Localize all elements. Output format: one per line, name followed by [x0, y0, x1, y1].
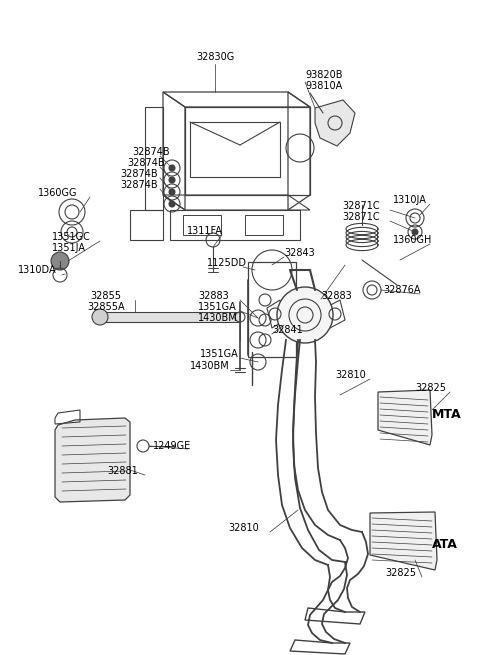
Circle shape [412, 229, 418, 235]
Text: 1360GG: 1360GG [38, 188, 77, 198]
Text: 32874B: 32874B [127, 158, 165, 168]
Polygon shape [55, 418, 130, 502]
Text: 32874B: 32874B [120, 169, 157, 179]
Text: 32855: 32855 [90, 291, 121, 301]
Text: 1351GC: 1351GC [52, 232, 91, 242]
Bar [190, 122, 280, 177]
Text: 32855A: 32855A [87, 302, 125, 312]
Text: 32810: 32810 [228, 523, 259, 533]
Text: ATA: ATA [432, 538, 458, 552]
Text: 32874B: 32874B [132, 147, 169, 157]
Text: 93810A: 93810A [305, 81, 342, 91]
Text: 32871C: 32871C [342, 212, 380, 222]
Bar [248, 262, 296, 357]
Text: 32881: 32881 [107, 466, 138, 476]
Polygon shape [370, 512, 437, 570]
Text: 32871C: 32871C [342, 201, 380, 211]
Text: 1360GH: 1360GH [393, 235, 432, 245]
Bar [183, 215, 221, 235]
Text: 93820B: 93820B [305, 70, 343, 80]
Text: 1125DD: 1125DD [207, 258, 247, 268]
Text: 32830G: 32830G [196, 52, 234, 62]
Circle shape [92, 309, 108, 325]
Text: 1351GA: 1351GA [200, 349, 239, 359]
Text: 1351GA: 1351GA [198, 302, 237, 312]
Text: 1351JA: 1351JA [52, 243, 86, 253]
Circle shape [169, 189, 175, 195]
Bar [100, 312, 240, 322]
Text: MTA: MTA [432, 409, 462, 422]
Text: 32883: 32883 [321, 291, 352, 301]
Text: 32825: 32825 [415, 383, 446, 393]
Polygon shape [378, 390, 432, 445]
Polygon shape [315, 100, 355, 146]
Text: 1310DA: 1310DA [18, 265, 57, 275]
Text: 1311FA: 1311FA [187, 226, 223, 236]
Text: 32876A: 32876A [383, 285, 420, 295]
Text: 32843: 32843 [284, 248, 315, 258]
Text: 1310JA: 1310JA [393, 195, 427, 205]
Text: 32810: 32810 [335, 370, 366, 380]
Bar [245, 215, 283, 235]
Circle shape [169, 201, 175, 207]
Text: 1249GE: 1249GE [153, 441, 191, 451]
Circle shape [169, 177, 175, 183]
Circle shape [277, 287, 333, 343]
Circle shape [169, 165, 175, 171]
Circle shape [51, 252, 69, 270]
Text: 1430BM: 1430BM [198, 313, 238, 323]
Text: 32874B: 32874B [120, 180, 157, 190]
Text: 32841: 32841 [272, 325, 303, 335]
Text: 32825: 32825 [385, 568, 416, 578]
Text: 32883: 32883 [198, 291, 229, 301]
Text: 1430BM: 1430BM [190, 361, 230, 371]
